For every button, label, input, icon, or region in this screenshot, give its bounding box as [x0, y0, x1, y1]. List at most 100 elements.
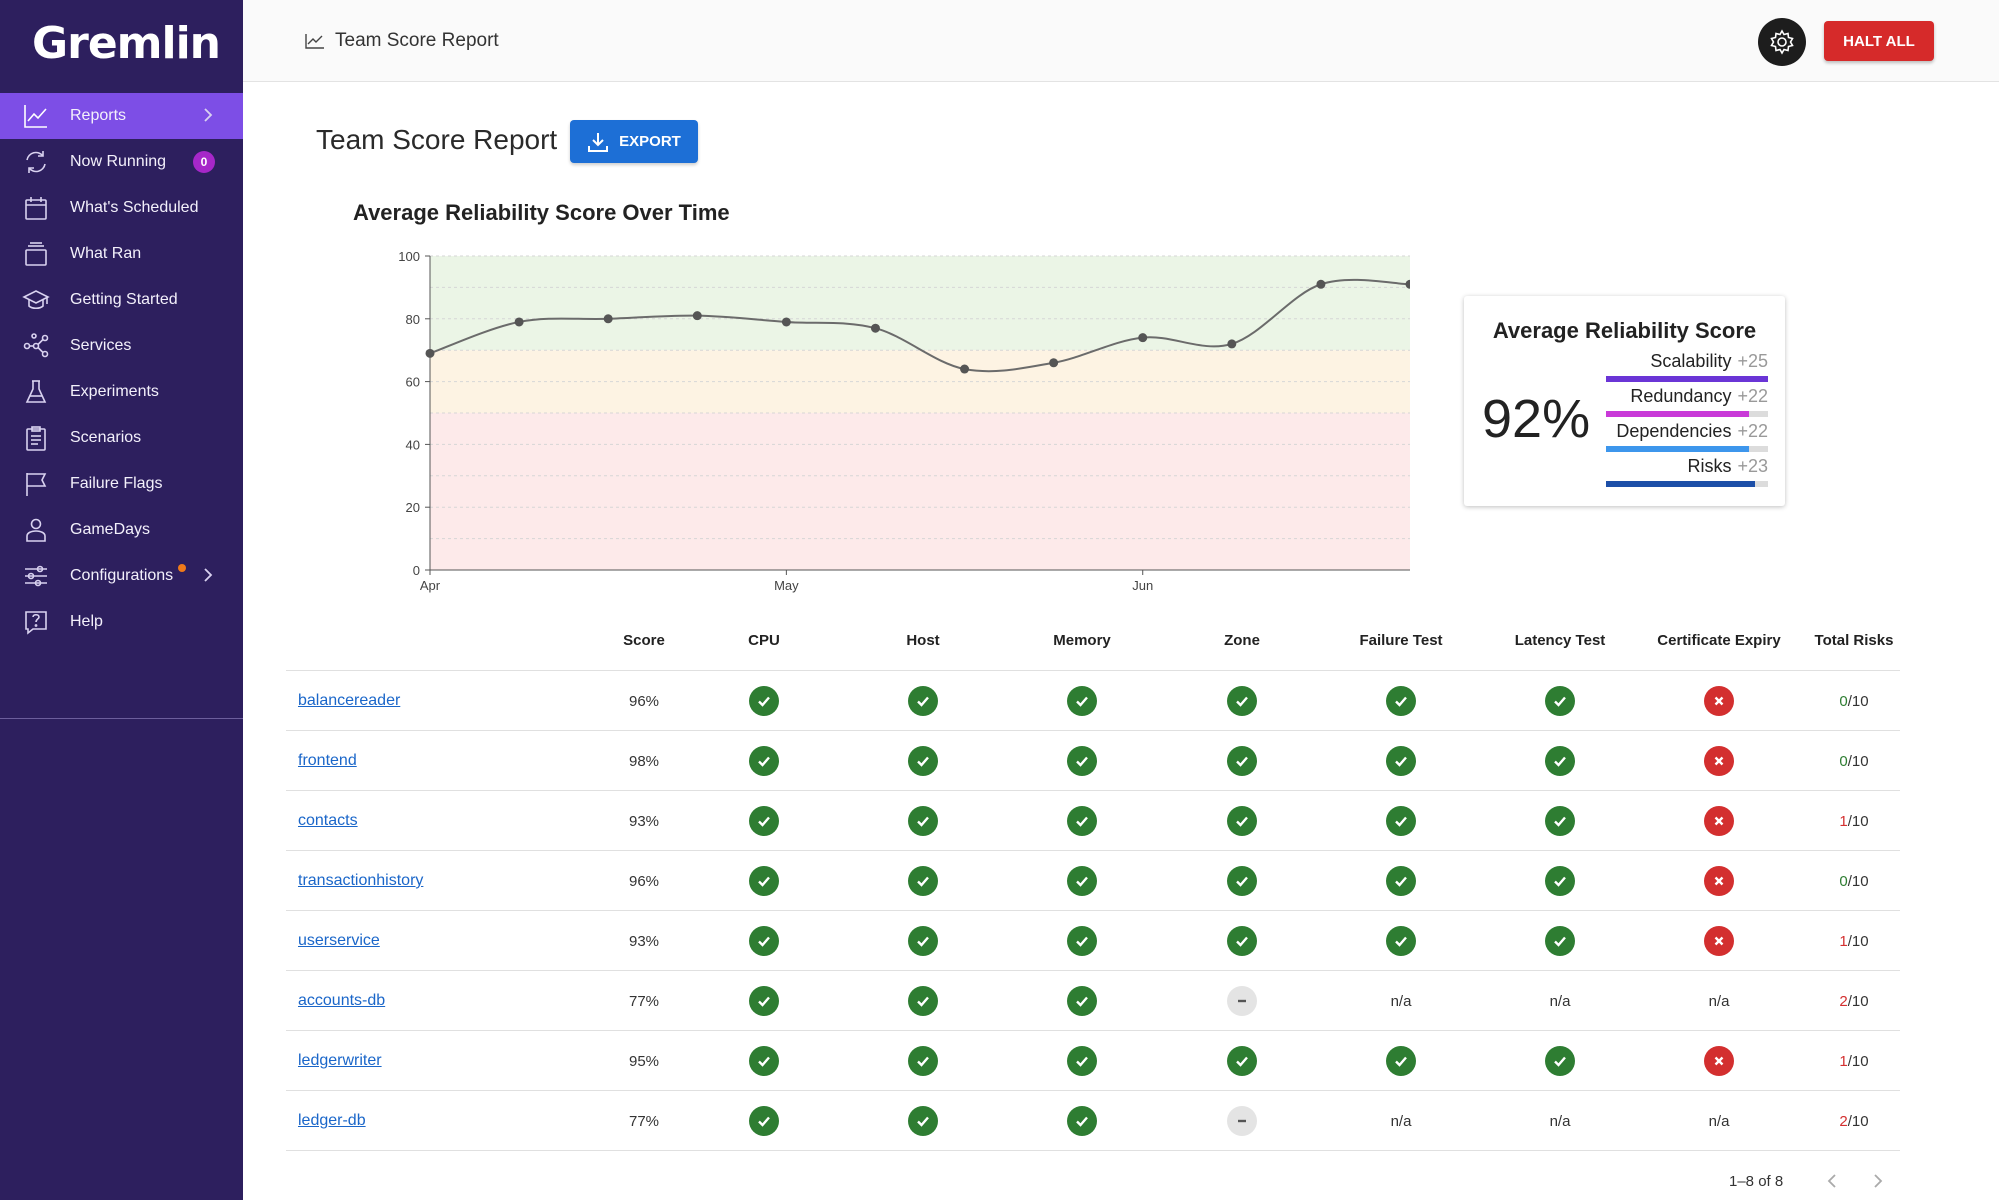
x-circle-icon [1704, 746, 1734, 776]
export-button[interactable]: EXPORT [570, 120, 698, 163]
check-circle-icon [1545, 746, 1575, 776]
check-circle-icon [1067, 806, 1097, 836]
flask-icon [22, 378, 50, 406]
status-cell [1182, 851, 1302, 911]
column-header-latency-test[interactable]: Latency Test [1514, 632, 1606, 649]
sidebar-item-services[interactable]: Services [0, 323, 243, 369]
check-circle-icon [1067, 926, 1097, 956]
sidebar-item-experiments[interactable]: Experiments [0, 369, 243, 415]
sidebar-item-now-running[interactable]: Now Running 0 [0, 139, 243, 185]
risk-total: /10 [1847, 1112, 1869, 1130]
previous-page-button[interactable] [1822, 1171, 1842, 1191]
table-row: accounts-db 77% n/a n/a n/a 2/10 [286, 971, 1900, 1031]
flag-icon [22, 470, 50, 498]
service-link[interactable]: frontend [298, 752, 357, 769]
sidebar-item-failure-flags[interactable]: Failure Flags [0, 461, 243, 507]
status-cell [863, 971, 983, 1031]
check-circle-icon [1545, 1046, 1575, 1076]
stack-icon [22, 240, 50, 268]
sidebar-item-scenarios[interactable]: Scenarios [0, 415, 243, 461]
risk-total: /10 [1847, 812, 1869, 830]
sidebar-item-configurations[interactable]: Configurations [0, 553, 243, 599]
metric-dependencies: Dependencies +22 [1606, 419, 1768, 453]
x-circle-icon [1704, 686, 1734, 716]
check-circle-icon [908, 686, 938, 716]
sidebar-item-what-ran[interactable]: What Ran [0, 231, 243, 277]
check-circle-icon [749, 1106, 779, 1136]
score-card-title: Average Reliability Score [1492, 318, 1757, 343]
column-header-certificate-expiry[interactable]: Certificate Expiry [1657, 632, 1781, 649]
data-point [1405, 279, 1410, 289]
sidebar-item-getting-started[interactable]: Getting Started [0, 277, 243, 323]
status-cell [1659, 731, 1779, 791]
status-cell [704, 1031, 824, 1091]
column-header-zone[interactable]: Zone [1224, 632, 1260, 649]
y-tick-label: 60 [406, 375, 420, 390]
gremlin-logo[interactable]: Gremlin [32, 18, 221, 69]
column-header-total-risks[interactable]: Total Risks [1814, 632, 1894, 649]
sidebar-item-what-s-scheduled[interactable]: What's Scheduled [0, 185, 243, 231]
next-page-button[interactable] [1868, 1171, 1888, 1191]
table-body: balancereader 96% 0/10 frontend 98% 0/10 conta… [286, 671, 1900, 1151]
risk-total: /10 [1847, 1052, 1869, 1070]
check-circle-icon [1227, 806, 1257, 836]
y-tick-label: 100 [398, 249, 420, 264]
check-circle-icon [1067, 986, 1097, 1016]
status-cell [1022, 731, 1142, 791]
check-circle-icon [1386, 686, 1416, 716]
risk-count: 0 [1839, 872, 1848, 890]
service-link[interactable]: userservice [298, 932, 380, 949]
status-cell [863, 731, 983, 791]
halt-all-button[interactable]: HALT ALL [1824, 21, 1934, 61]
sidebar-item-gamedays[interactable]: GameDays [0, 507, 243, 553]
column-header-cpu[interactable]: CPU [748, 632, 780, 649]
sidebar-item-help[interactable]: Help [0, 599, 243, 645]
check-circle-icon [1227, 1046, 1257, 1076]
service-link[interactable]: contacts [298, 812, 358, 829]
status-cell [863, 791, 983, 851]
column-header-failure-test[interactable]: Failure Test [1359, 632, 1443, 649]
column-header-host[interactable]: Host [906, 632, 940, 649]
sidebar-item-reports[interactable]: Reports [0, 93, 243, 139]
check-circle-icon [749, 746, 779, 776]
check-circle-icon [1386, 806, 1416, 836]
service-link[interactable]: balancereader [298, 692, 401, 709]
not-applicable-text: n/a [1390, 1112, 1412, 1130]
status-cell [1182, 971, 1302, 1031]
column-header-memory[interactable]: Memory [1053, 632, 1111, 649]
not-applicable-text: n/a [1708, 992, 1730, 1010]
column-header-score[interactable]: Score [623, 632, 665, 649]
status-cell [1182, 731, 1302, 791]
calendar-icon [22, 194, 50, 222]
check-circle-icon [749, 686, 779, 716]
minus-circle-icon [1227, 986, 1257, 1016]
status-cell [1341, 791, 1461, 851]
x-circle-icon [1704, 866, 1734, 896]
data-point [781, 317, 791, 327]
status-cell [863, 911, 983, 971]
metric-label: Risks [1687, 456, 1732, 476]
service-link[interactable]: ledgerwriter [298, 1052, 382, 1069]
refresh-icon [22, 148, 50, 176]
status-cell [1022, 851, 1142, 911]
service-link[interactable]: transactionhistory [298, 872, 424, 889]
check-circle-icon [1386, 746, 1416, 776]
risk-count: 2 [1839, 992, 1848, 1010]
status-cell [1341, 671, 1461, 731]
risk-total: /10 [1847, 692, 1869, 710]
data-point [1227, 339, 1237, 349]
minus-circle-icon [1227, 1106, 1257, 1136]
check-circle-icon [749, 986, 779, 1016]
service-link[interactable]: accounts-db [298, 992, 386, 1009]
risk-total: /10 [1847, 752, 1869, 770]
check-circle-icon [1386, 866, 1416, 896]
status-cell [704, 671, 824, 731]
y-tick-label: 40 [406, 437, 420, 452]
settings-button[interactable] [1758, 18, 1806, 66]
service-link[interactable]: ledger-db [298, 1112, 366, 1129]
sidebar: Gremlin Reports Now Running 0 What's Schedu… [0, 0, 243, 1200]
check-circle-icon [908, 746, 938, 776]
status-cell [704, 971, 824, 1031]
average-score-card: Average Reliability Score 92% Scalabilit… [1464, 296, 1785, 506]
table-row: transactionhistory 96% 0/10 [286, 851, 1900, 911]
